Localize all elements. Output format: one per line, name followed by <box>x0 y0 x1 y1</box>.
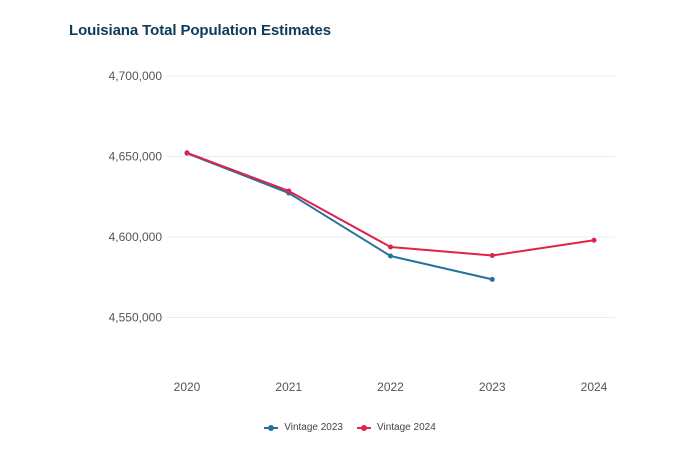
y-tick-label: 4,600,000 <box>109 230 163 244</box>
x-tick-label: 2023 <box>479 380 506 394</box>
series-vintage-2024 <box>184 150 597 259</box>
data-point[interactable] <box>388 253 393 259</box>
x-axis-ticks: 2020 2021 2022 2023 2024 <box>174 380 608 394</box>
legend-marker-icon <box>264 424 279 432</box>
y-tick-label: 4,700,000 <box>109 69 163 83</box>
series-vintage-2023 <box>184 150 495 282</box>
data-point[interactable] <box>489 253 495 259</box>
series-line <box>186 151 595 257</box>
data-point[interactable] <box>591 237 597 243</box>
legend-item[interactable]: Vintage 2023 <box>264 422 343 433</box>
series-line <box>186 152 493 281</box>
x-tick-label: 2020 <box>174 380 201 394</box>
legend-item[interactable]: Vintage 2024 <box>357 422 436 433</box>
data-point[interactable] <box>388 244 393 250</box>
x-tick-label: 2021 <box>275 380 302 394</box>
y-tick-label: 4,550,000 <box>109 311 163 325</box>
x-tick-label: 2024 <box>581 380 608 394</box>
y-tick-label: 4,650,000 <box>109 150 163 164</box>
chart-title: Louisiana Total Population Estimates <box>69 22 331 39</box>
data-point[interactable] <box>286 188 292 194</box>
series-lines <box>184 150 597 282</box>
gridlines <box>167 75 615 318</box>
data-point[interactable] <box>184 150 190 156</box>
legend-label: Vintage 2024 <box>377 422 436 433</box>
x-tick-label: 2022 <box>377 380 404 394</box>
y-axis-ticks: 4,550,000 4,600,000 4,650,000 4,700,000 <box>109 69 163 325</box>
data-point[interactable] <box>489 276 495 282</box>
legend-marker-icon <box>357 424 371 432</box>
legend-label: Vintage 2023 <box>284 422 343 433</box>
legend: Vintage 2023 Vintage 2024 <box>0 422 700 433</box>
